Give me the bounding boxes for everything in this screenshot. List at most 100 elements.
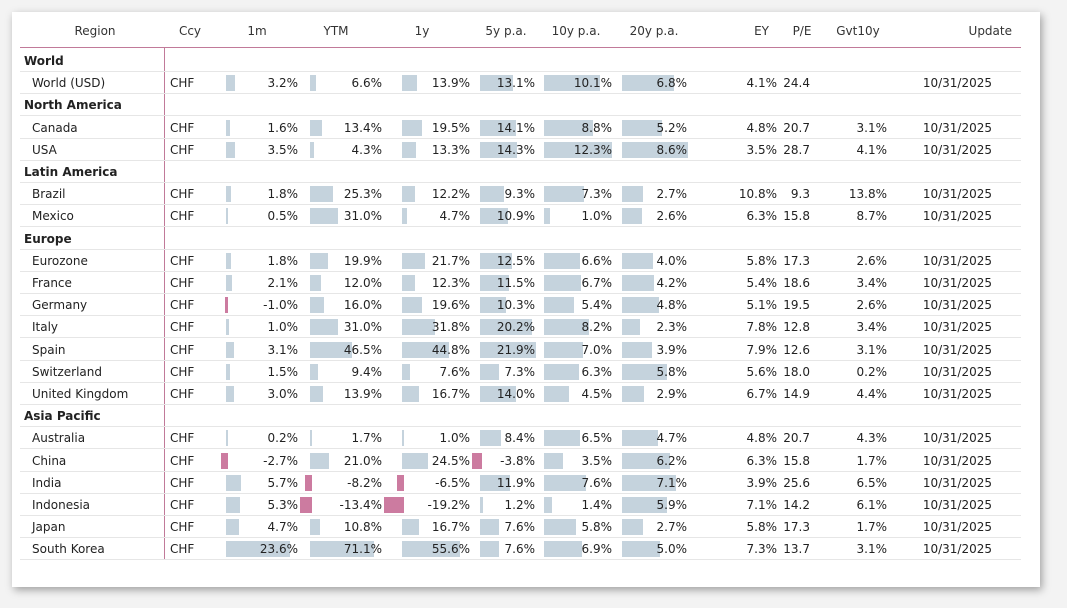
header-ey[interactable]: EY [754,24,769,38]
group-row[interactable]: North America [20,94,1021,117]
header-y20[interactable]: 20y p.a. [629,24,679,38]
gvt-cell: 1.7% [856,520,888,535]
ey-cell: 6.7% [746,387,778,401]
table-row[interactable]: France CHF 2.1% 12.0% 12.3% 11.5% 6.7% 4.2% 5.4%… [20,272,1021,294]
y5-bar [480,541,500,558]
y1-value: 1.0% [439,431,471,446]
y1-value: 4.7% [439,209,471,224]
region-name: South Korea [32,542,105,557]
table-row[interactable]: South Korea CHF 23.6% 71.1% 55.6% 7.6% 6.9% 5.0… [20,538,1021,561]
y1-value: 21.7% [431,253,470,268]
group-row[interactable]: Latin America [20,161,1021,183]
ytm-cell: 71.1% [310,538,382,560]
m1-value: 3.2% [267,76,299,91]
row-separator [20,359,1021,361]
ytm-bar [310,75,316,92]
table-row[interactable]: China CHF -2.7% 21.0% 24.5% -3.8% 3.5% 6.2% 6.3%… [20,450,1021,472]
table-row[interactable]: Japan CHF 4.7% 10.8% 16.7% 7.6% 5.8% 2.7% 5.8% 17… [20,516,1021,539]
y20-bar [622,319,640,336]
y10-cell: 8.2% [544,316,612,338]
y20-value: 3.9% [656,342,688,357]
m1-cell: 23.6% [226,538,298,560]
header-m1[interactable]: 1m [247,24,267,38]
update-cell: 10/31/2025 [922,253,992,268]
m1-value: 3.1% [267,342,299,357]
y10-cell: 5.8% [544,516,612,538]
update-cell: 10/31/2025 [922,475,992,490]
gvt-cell: 0.2% [856,364,888,379]
header-y10[interactable]: 10y p.a. [551,24,601,38]
header-pe[interactable]: P/E [792,24,812,38]
m1-cell: 1.0% [226,316,298,338]
y20-cell: 3.9% [622,339,687,361]
table-row[interactable]: Mexico CHF 0.5% 31.0% 4.7% 10.9% 1.0% 2.6% 6.3% 1… [20,205,1021,228]
ytm-value: 71.1% [343,542,382,557]
table-row[interactable]: Canada CHF 1.6% 13.4% 19.5% 14.1% 8.8% 5.2% 4.8%… [20,117,1021,139]
m1-cell: 0.5% [226,205,298,227]
y10-bar [544,275,582,291]
table-row[interactable]: Brazil CHF 1.8% 25.3% 12.2% 9.3% 7.3% 2.7% 10.8%… [20,183,1021,206]
table-row[interactable]: United Kingdom CHF 3.0% 13.9% 16.7% 14.0% 4.5%… [20,383,1021,405]
currency-cell: CHF [170,364,195,379]
y10-value: 12.3% [573,142,612,157]
m1-cell: 1.8% [226,183,298,205]
pe-cell: 12.8 [783,320,810,335]
y5-value: 7.6% [504,520,536,535]
table-row[interactable]: Australia CHF 0.2% 1.7% 1.0% 8.4% 6.5% 4.7% 4.8%… [20,427,1021,450]
row-separator [20,204,1021,206]
y5-cell: 12.5% [480,250,535,272]
ytm-cell: 12.0% [310,272,382,294]
y20-value: 2.3% [656,320,688,335]
ey-cell: 7.3% [746,542,778,557]
table-row[interactable]: World (USD) CHF 3.2% 6.6% 13.9% 13.1% 10.1% 6.8… [20,72,1021,95]
table-row[interactable]: Spain CHF 3.1% 46.5% 44.8% 21.9% 7.0% 3.9% 7.9% 1… [20,339,1021,361]
y10-cell: 4.5% [544,383,612,405]
table-row[interactable]: Indonesia CHF 5.3% -13.4% -19.2% 1.2% 1.4% 5.9%… [20,494,1021,516]
header-y5[interactable]: 5y p.a. [485,24,527,38]
table-row[interactable]: USA CHF 3.5% 4.3% 13.3% 14.3% 12.3% 8.6% 3.5% 28.… [20,139,1021,161]
y1-bar [402,208,407,225]
group-row[interactable]: Asia Pacific [20,405,1021,428]
header-gvt[interactable]: Gvt10y [836,24,880,38]
y1-cell: 44.8% [402,339,470,361]
ey-cell: 3.5% [746,142,778,157]
table-row[interactable]: Switzerland CHF 1.5% 9.4% 7.6% 7.3% 6.3% 5.8% 5.… [20,361,1021,383]
header-ytm[interactable]: YTM [323,24,349,38]
y10-value: 8.8% [581,120,613,135]
table-row[interactable]: India CHF 5.7% -8.2% -6.5% 11.9% 7.6% 7.1% 3.9% 2… [20,472,1021,494]
header-region[interactable]: Region [74,24,116,38]
row-separator [20,293,1021,294]
header-y1[interactable]: 1y [414,24,430,38]
ytm-value: 19.9% [343,253,382,268]
y20-bar [622,141,688,158]
ytm-value: 12.0% [343,276,382,290]
y1-value: -19.2% [427,498,470,512]
pe-cell: 12.6 [783,342,810,357]
y5-cell: 13.1% [480,72,535,94]
y1-cell: 24.5% [402,450,470,472]
y5-cell: 11.9% [480,472,535,494]
row-separator [20,492,1021,494]
y1-cell: -6.5% [397,472,470,494]
table-row[interactable]: Italy CHF 1.0% 31.0% 31.8% 20.2% 8.2% 2.3% 7.8% 1… [20,316,1021,339]
row-separator [20,315,1021,317]
table-row[interactable]: Eurozone CHF 1.8% 19.9% 21.7% 12.5% 6.6% 4.0% 5.… [20,250,1021,272]
y1-value: 12.3% [431,276,470,290]
gvt-cell: 4.4% [856,387,888,401]
update-cell: 10/31/2025 [922,320,992,335]
pe-cell: 15.8 [783,453,810,468]
header-ccy[interactable]: Ccy [178,24,202,38]
y20-value: 2.9% [656,387,688,401]
row-separator [20,515,1021,516]
currency-cell: CHF [170,320,195,335]
y20-bar [622,275,655,291]
m1-value: 1.5% [267,364,299,379]
group-row[interactable]: World [20,50,1021,72]
update-cell: 10/31/2025 [922,342,992,357]
ey-cell: 7.1% [746,498,778,512]
table-row[interactable]: Germany CHF -1.0% 16.0% 19.6% 10.3% 5.4% 4.8% 5.… [20,294,1021,317]
y20-value: 2.6% [656,209,688,224]
header-update[interactable]: Update [968,24,1012,38]
y10-value: 6.3% [581,364,613,379]
group-row[interactable]: Europe [20,228,1021,250]
